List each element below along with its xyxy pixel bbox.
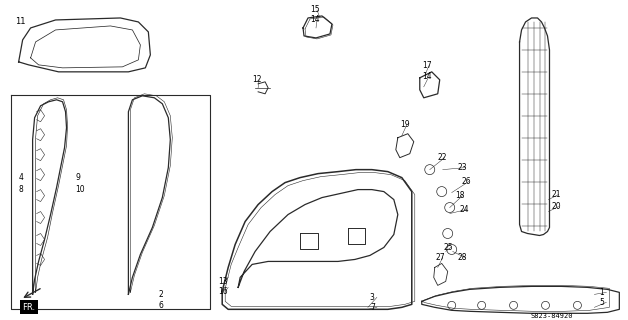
Text: 18: 18 [456, 191, 465, 200]
Text: 2: 2 [158, 290, 163, 299]
Text: 13: 13 [218, 277, 228, 286]
Text: 28: 28 [458, 253, 467, 262]
Text: 1: 1 [599, 288, 604, 297]
Text: 4: 4 [19, 173, 23, 182]
Text: 10: 10 [75, 185, 85, 194]
Text: 17: 17 [422, 61, 431, 70]
Text: 23: 23 [458, 163, 467, 172]
Text: 22: 22 [438, 153, 447, 162]
Text: 16: 16 [218, 287, 228, 296]
Text: 7: 7 [370, 303, 375, 312]
Text: 25: 25 [444, 243, 453, 252]
Text: 15: 15 [310, 5, 320, 14]
Text: 14: 14 [310, 15, 320, 24]
Text: 8: 8 [19, 185, 23, 194]
Text: 14: 14 [422, 72, 431, 81]
Text: 5: 5 [599, 298, 604, 307]
Text: 11: 11 [14, 18, 25, 27]
Text: 19: 19 [400, 120, 409, 129]
Text: 3: 3 [370, 293, 375, 302]
Text: FR.: FR. [22, 303, 35, 312]
Text: 6: 6 [158, 301, 163, 310]
Text: 26: 26 [462, 177, 471, 186]
Text: 24: 24 [460, 205, 469, 214]
Text: 12: 12 [252, 75, 262, 84]
Text: 27: 27 [436, 253, 445, 262]
Text: S823-84920: S823-84920 [530, 313, 573, 319]
Text: 21: 21 [551, 190, 561, 199]
Text: 20: 20 [551, 202, 561, 211]
Text: 9: 9 [75, 173, 80, 182]
